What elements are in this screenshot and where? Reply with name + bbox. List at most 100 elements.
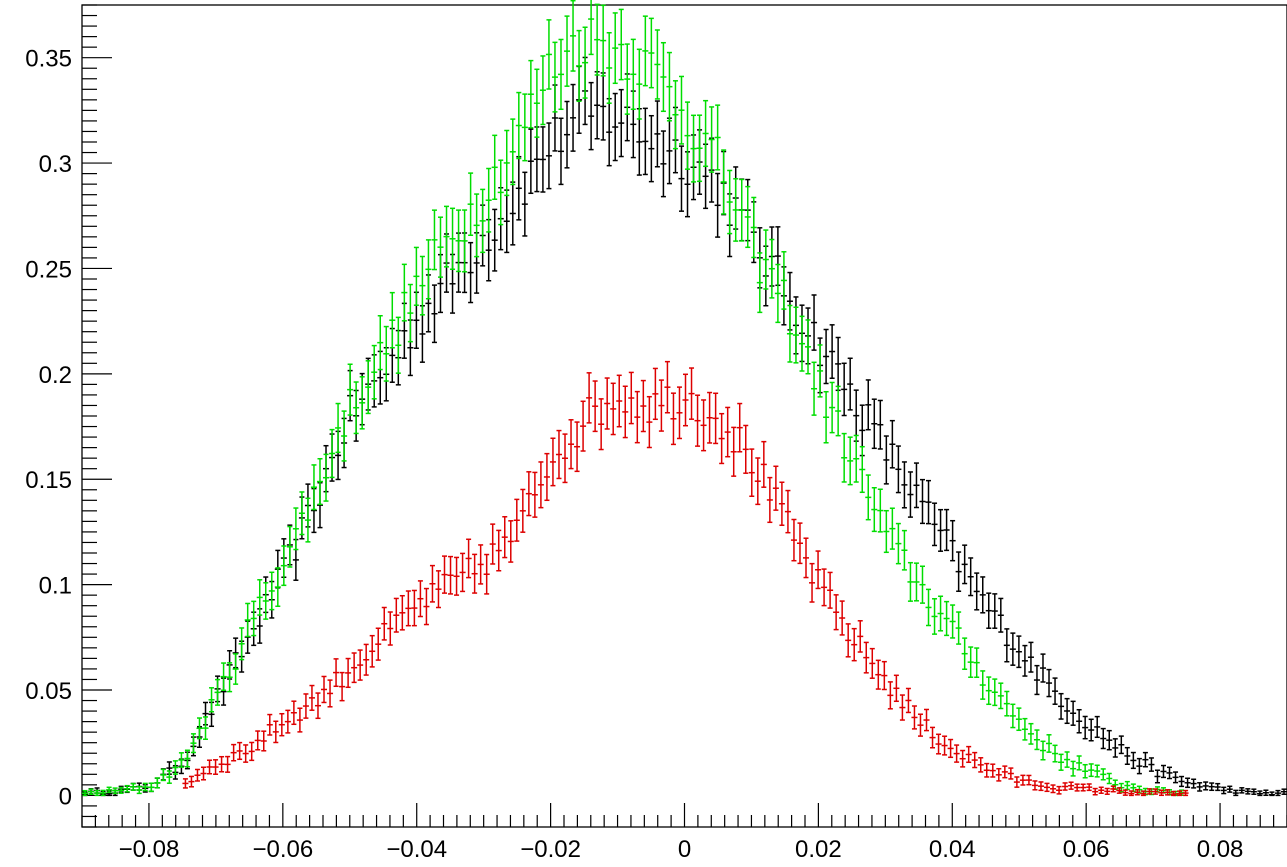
data-point: [266, 713, 273, 736]
data-point: [383, 325, 390, 382]
data-point: [588, 0, 595, 56]
data-point: [1134, 788, 1141, 796]
data-point: [863, 641, 870, 674]
data-point: [790, 518, 797, 562]
data-point: [1076, 755, 1083, 771]
data-point: [931, 502, 938, 547]
data-point: [1064, 697, 1071, 725]
data-point: [636, 48, 643, 120]
data-point: [979, 576, 986, 614]
data-point: [1136, 757, 1143, 775]
data-point: [859, 445, 866, 494]
x-tick-label: 0.02: [795, 836, 842, 863]
data-point: [335, 402, 342, 454]
data-point: [1244, 788, 1251, 795]
data-point: [815, 550, 822, 590]
data-point: [1154, 769, 1161, 784]
data-point: [839, 600, 846, 636]
data-point: [564, 100, 571, 169]
x-tick-label: −0.06: [252, 836, 313, 863]
data-point: [545, 19, 552, 90]
data-point: [1037, 781, 1044, 792]
data-point: [1100, 768, 1107, 781]
data-point: [688, 367, 695, 420]
data-point: [357, 649, 364, 681]
data-point: [212, 759, 219, 775]
data-point: [250, 600, 257, 637]
data-point: [1176, 790, 1183, 797]
data-point: [702, 99, 709, 168]
data-point: [1009, 703, 1016, 729]
data-point: [985, 676, 992, 706]
data-point: [527, 128, 534, 195]
y-tick-label: 0.25: [25, 256, 72, 283]
data-point: [419, 255, 426, 316]
data-point: [449, 207, 456, 270]
data-point: [640, 379, 647, 433]
data-point: [142, 782, 149, 792]
data-point: [1100, 727, 1107, 750]
data-point: [304, 497, 311, 543]
data-point: [184, 749, 191, 768]
data-point: [756, 252, 763, 314]
data-point: [1250, 788, 1257, 795]
data-point: [937, 595, 944, 632]
y-tick-label: 0.35: [25, 46, 72, 73]
data-point: [600, 4, 607, 77]
data-point: [618, 8, 625, 81]
data-point: [1021, 717, 1028, 741]
data-point: [431, 209, 438, 271]
data-point: [453, 556, 460, 596]
data-point: [333, 658, 340, 688]
data-point: [720, 149, 727, 215]
data-point: [513, 498, 520, 542]
data-point: [206, 759, 213, 775]
data-point: [865, 474, 872, 521]
data-point: [521, 171, 528, 237]
data-point: [1170, 790, 1177, 797]
data-point: [369, 634, 376, 668]
data-point: [302, 693, 309, 719]
data-point: [865, 379, 872, 431]
data-point: [1007, 767, 1014, 780]
data-point: [913, 462, 920, 509]
data-point: [829, 324, 836, 379]
data-point: [411, 589, 418, 627]
data-point: [724, 406, 731, 458]
data-point: [714, 104, 721, 171]
data-point: [214, 678, 221, 706]
y-tick-label: 0.15: [25, 467, 72, 494]
data-point: [491, 134, 498, 201]
data-point: [1027, 722, 1034, 745]
data-point: [768, 238, 775, 299]
data-point: [742, 424, 749, 474]
data-point: [574, 421, 581, 473]
data-point: [979, 670, 986, 700]
x-tick-label: 0.06: [1063, 836, 1110, 863]
data-point: [1088, 763, 1095, 778]
data-point: [1068, 781, 1075, 790]
data-point: [997, 682, 1004, 710]
data-point: [610, 382, 617, 436]
data-point: [1062, 782, 1069, 791]
data-point: [284, 709, 291, 734]
data-point: [310, 464, 317, 511]
data-point: [1043, 782, 1051, 793]
data-point: [955, 611, 962, 645]
data-point: [327, 679, 334, 708]
data-point: [594, 3, 601, 76]
data-point: [941, 735, 948, 756]
data-point: [929, 726, 936, 749]
data-point: [377, 315, 384, 371]
data-point: [112, 787, 119, 795]
data-point: [744, 185, 751, 249]
data-point: [690, 114, 697, 183]
data-point: [166, 770, 173, 784]
data-point: [308, 684, 315, 711]
data-point: [1046, 734, 1053, 753]
data-point: [1196, 782, 1203, 792]
data-point: [592, 380, 599, 433]
data-point: [447, 555, 454, 595]
data-point: [1160, 764, 1167, 779]
